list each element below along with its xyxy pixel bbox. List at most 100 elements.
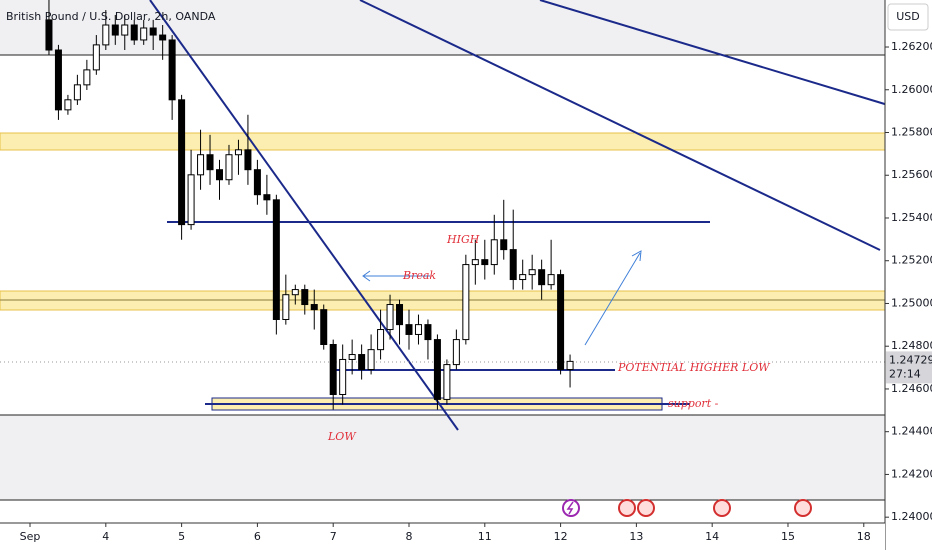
event-icon[interactable]	[713, 499, 731, 517]
x-tick-label: 12	[554, 530, 568, 543]
annotation: HIGH	[446, 233, 480, 246]
candle-body	[519, 274, 527, 281]
candle-body	[272, 199, 280, 320]
candle-body	[234, 149, 242, 156]
candle-body	[206, 154, 214, 171]
chart-title: British Pound / U.S. Dollar, 2h, OANDA	[6, 10, 216, 23]
candle-body	[121, 24, 129, 36]
trend-line	[359, 0, 881, 251]
price-tag	[886, 351, 932, 384]
x-tick-label: 7	[330, 530, 337, 543]
candle-body	[452, 339, 460, 366]
x-tick-label: Sep	[20, 530, 41, 543]
candle-body	[140, 27, 148, 41]
candle-body	[443, 364, 451, 400]
candle-body	[348, 354, 356, 360]
price-axis	[885, 0, 932, 550]
y-tick-label: 1.25400	[891, 211, 932, 224]
currency: USD	[896, 10, 920, 23]
candle-body	[358, 354, 366, 371]
event-icon	[566, 501, 574, 515]
y-tick-label: 1.24200	[891, 467, 932, 480]
arrow-head	[631, 250, 642, 262]
y-tick-label: 1.26200	[891, 40, 932, 53]
range-zone	[0, 0, 885, 55]
x-tick-label: 8	[405, 530, 412, 543]
y-tick-label: 1.24000	[891, 510, 932, 523]
trend-line	[539, 0, 889, 106]
candle-body	[83, 69, 91, 86]
event-icon[interactable]	[562, 499, 580, 517]
resistance-zone	[0, 132, 886, 151]
candle-body	[216, 169, 224, 181]
y-tick-label: 1.26000	[891, 83, 932, 96]
candle-body	[159, 34, 167, 41]
candle-body	[45, 19, 53, 51]
y-tick-label: 1.25800	[891, 126, 932, 139]
annotation: LOW	[327, 430, 357, 443]
y-tick-label: 1.25600	[891, 168, 932, 181]
x-tick-label: 11	[478, 530, 492, 543]
candle-body	[149, 27, 157, 36]
candle-body	[111, 24, 119, 36]
event-icon[interactable]	[637, 499, 655, 517]
annotation: POTENTIAL HIGHER LOW	[617, 361, 771, 374]
candle-body	[386, 304, 394, 331]
candle-body	[244, 149, 252, 171]
candle-body	[130, 24, 138, 41]
countdown: 27:14	[889, 367, 921, 380]
candle-body	[462, 264, 470, 341]
candle-body	[225, 154, 233, 181]
event-icon[interactable]	[618, 499, 636, 517]
y-tick-label: 1.24600	[891, 382, 932, 395]
x-tick-label: 6	[254, 530, 261, 543]
candles	[45, 0, 574, 410]
candle-body	[92, 44, 100, 71]
candle-body	[102, 24, 110, 46]
candle-body	[547, 274, 555, 286]
y-tick-label: 1.25000	[891, 296, 932, 309]
candle-body	[168, 39, 176, 101]
candle-body	[320, 309, 328, 345]
candle-body	[263, 194, 271, 201]
candle-body	[197, 154, 205, 176]
x-tick-label: 13	[629, 530, 643, 543]
candle-body	[73, 84, 81, 101]
x-tick-label: 15	[781, 530, 795, 543]
trend-line	[149, 0, 459, 431]
candle-body	[310, 304, 318, 311]
candle-body	[509, 249, 517, 281]
projection-arrow	[584, 252, 641, 346]
candle-body	[538, 269, 546, 286]
y-tick-label: 1.24400	[891, 425, 932, 438]
candle-body	[178, 99, 186, 226]
candle-body	[339, 358, 347, 396]
candle-body	[481, 259, 489, 266]
y-tick-label: 1.24800	[891, 339, 932, 352]
candle-body	[377, 329, 385, 351]
candle-body	[490, 239, 498, 266]
candle-body	[405, 324, 413, 335]
candle-body	[291, 289, 299, 296]
event-icon[interactable]	[794, 499, 812, 517]
candle-body	[54, 49, 62, 111]
candle-body	[282, 294, 290, 320]
y-tick-label: 1.25200	[891, 254, 932, 267]
candle-body	[367, 349, 375, 371]
candle-body	[187, 174, 195, 226]
candle-body	[471, 259, 479, 266]
arrow-head	[362, 270, 371, 282]
candle-body	[424, 324, 432, 341]
currency-box[interactable]	[887, 3, 929, 31]
candle-body	[64, 99, 72, 111]
candle-body	[414, 324, 422, 335]
x-tick-label: 4	[102, 530, 109, 543]
candle-body	[329, 344, 337, 396]
time-axis	[0, 523, 885, 550]
range-zone	[0, 415, 885, 500]
candle-body	[528, 269, 536, 276]
x-tick-label: 18	[857, 530, 871, 543]
price-tag-label: 1.24729	[889, 353, 932, 366]
